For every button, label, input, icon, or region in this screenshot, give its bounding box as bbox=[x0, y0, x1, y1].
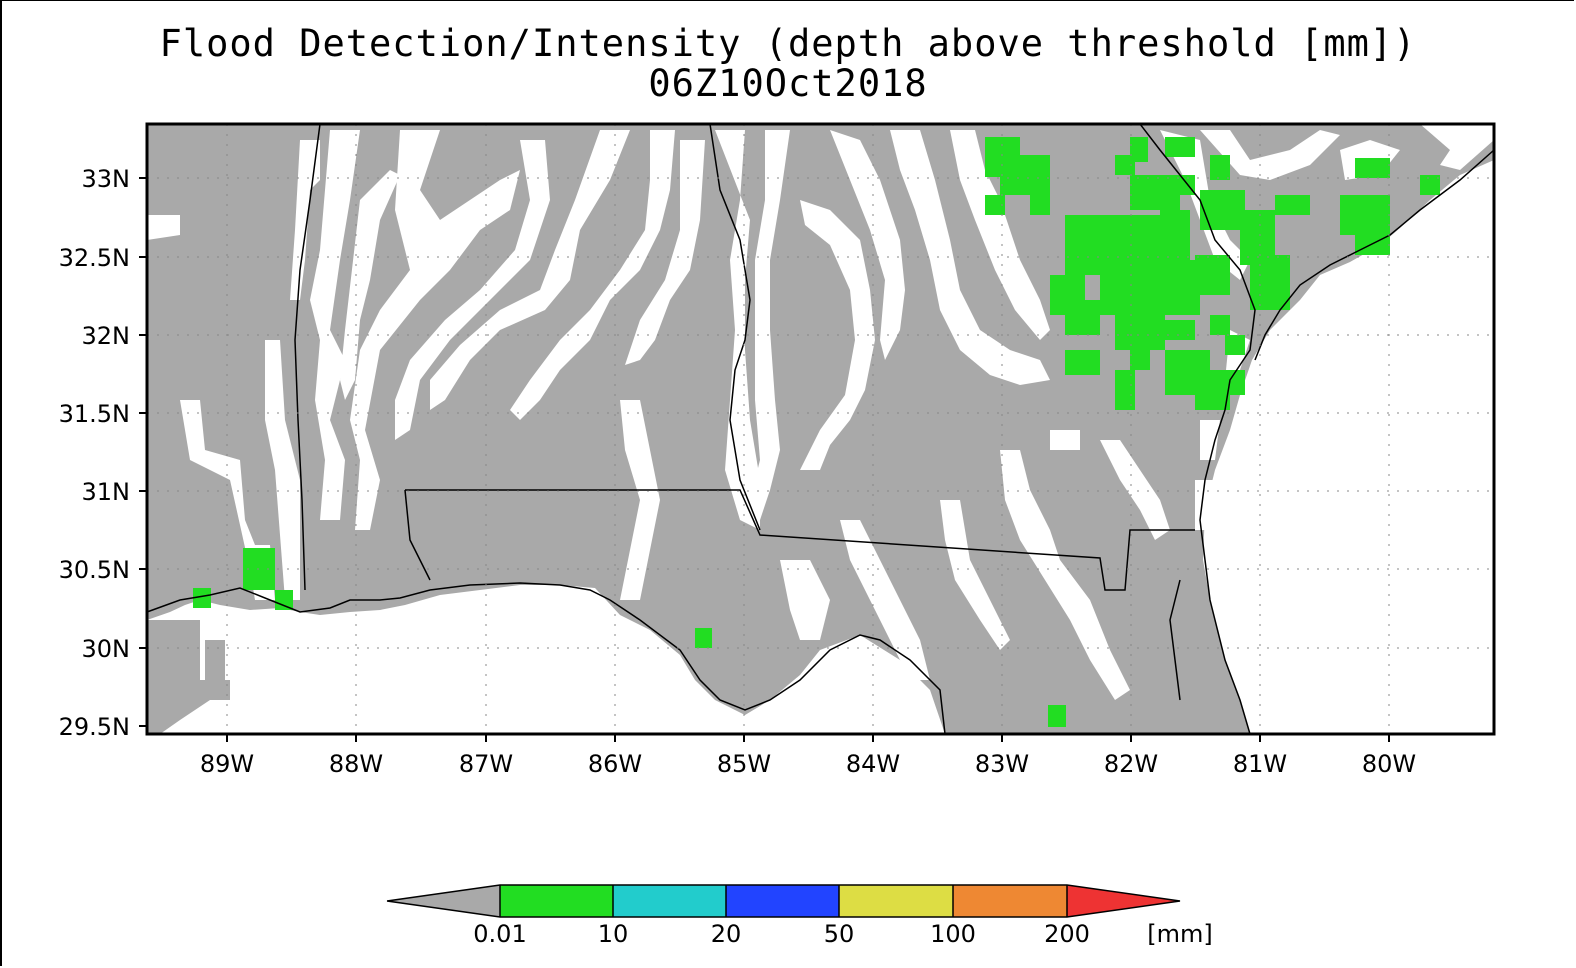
colorbar-label: 200 bbox=[1044, 920, 1090, 948]
colorbar-segment bbox=[613, 885, 726, 917]
map-border bbox=[145, 122, 1496, 736]
grid-lines bbox=[147, 124, 1494, 734]
colorbar-segment bbox=[953, 885, 1067, 917]
lat-label: 30N bbox=[82, 635, 131, 663]
lon-label: 86W bbox=[588, 750, 642, 778]
lon-label: 84W bbox=[846, 750, 900, 778]
tick-marks bbox=[139, 177, 1390, 742]
colorbar-label: 20 bbox=[711, 920, 742, 948]
lon-labels: 89W 88W 87W 86W 85W 84W 83W 82W 81W 80W bbox=[200, 750, 1416, 778]
colorbar-label: 50 bbox=[824, 920, 855, 948]
colorbar-segment bbox=[500, 885, 613, 917]
lon-label: 82W bbox=[1104, 750, 1158, 778]
map-title: Flood Detection/Intensity (depth above t… bbox=[159, 22, 1417, 65]
colorbar-label: 100 bbox=[930, 920, 976, 948]
lon-label: 81W bbox=[1233, 750, 1287, 778]
map-panel: 33N 32.5N 32N 31.5N 31N 30.5N 30N 29.5N … bbox=[59, 122, 1496, 778]
boundaries bbox=[146, 123, 1495, 735]
flood-pixels bbox=[193, 137, 1440, 727]
colorbar-segment bbox=[726, 885, 839, 917]
lon-label: 80W bbox=[1362, 750, 1416, 778]
lat-label: 29.5N bbox=[59, 713, 130, 741]
lat-label: 32N bbox=[82, 322, 131, 350]
lon-label: 87W bbox=[459, 750, 513, 778]
lon-label: 83W bbox=[975, 750, 1029, 778]
colorbar-labels: 0.01 10 20 50 100 200 [mm] bbox=[473, 920, 1212, 948]
lon-label: 89W bbox=[200, 750, 254, 778]
colorbar-segment bbox=[839, 885, 953, 917]
lat-label: 33N bbox=[82, 165, 131, 193]
lat-label: 31.5N bbox=[59, 400, 130, 428]
map-subtitle: 06Z10Oct2018 bbox=[648, 62, 928, 105]
colorbar-legend: 0.01 10 20 50 100 200 [mm] bbox=[386, 884, 1213, 948]
colorbar-dividers bbox=[499, 885, 1068, 917]
lon-label: 88W bbox=[329, 750, 383, 778]
colorbar-label: 0.01 bbox=[473, 920, 526, 948]
colorbar-lower-extension bbox=[387, 885, 500, 917]
lat-label: 30.5N bbox=[59, 556, 130, 584]
lon-label: 85W bbox=[717, 750, 771, 778]
colorbar-unit: [mm] bbox=[1147, 920, 1212, 948]
lat-label: 32.5N bbox=[59, 244, 130, 272]
colorbar-upper-extension bbox=[1067, 885, 1180, 917]
lat-label: 31N bbox=[82, 478, 131, 506]
lat-labels: 33N 32.5N 32N 31.5N 31N 30.5N 30N 29.5N bbox=[59, 165, 130, 741]
colorbar-label: 10 bbox=[598, 920, 629, 948]
